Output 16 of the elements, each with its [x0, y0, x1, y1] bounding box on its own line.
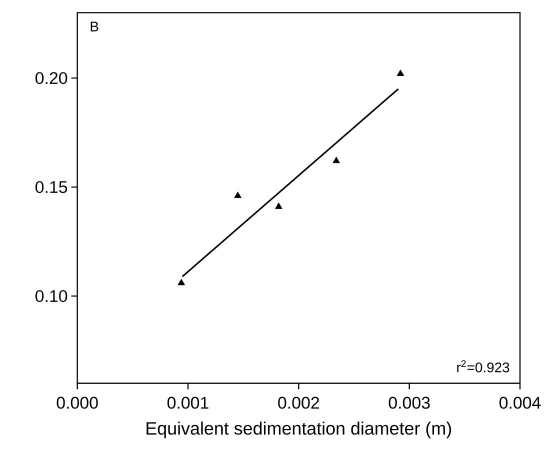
x-tick-label: 0.000 [56, 396, 98, 409]
point [332, 156, 340, 164]
annotation: r$^{2}$=0.923 [457, 360, 510, 372]
y-tick-label: 0.20 [36, 72, 68, 84]
y-tick-label: 0.10 [36, 290, 68, 302]
x-axis-title: Equivalent sedimentation diameter (m) [146, 422, 451, 438]
point [396, 70, 404, 76]
x-tick-label: 0.001 [167, 396, 208, 409]
point [178, 278, 185, 286]
x-tick-label: 0.003 [388, 396, 430, 409]
point [234, 192, 242, 198]
point [275, 202, 282, 209]
annotation: B [90, 22, 98, 32]
y-tick-label: 0.15 [36, 181, 68, 194]
x-tick-label: 0.002 [278, 396, 319, 409]
x-tick-label: 0.004 [499, 396, 541, 409]
